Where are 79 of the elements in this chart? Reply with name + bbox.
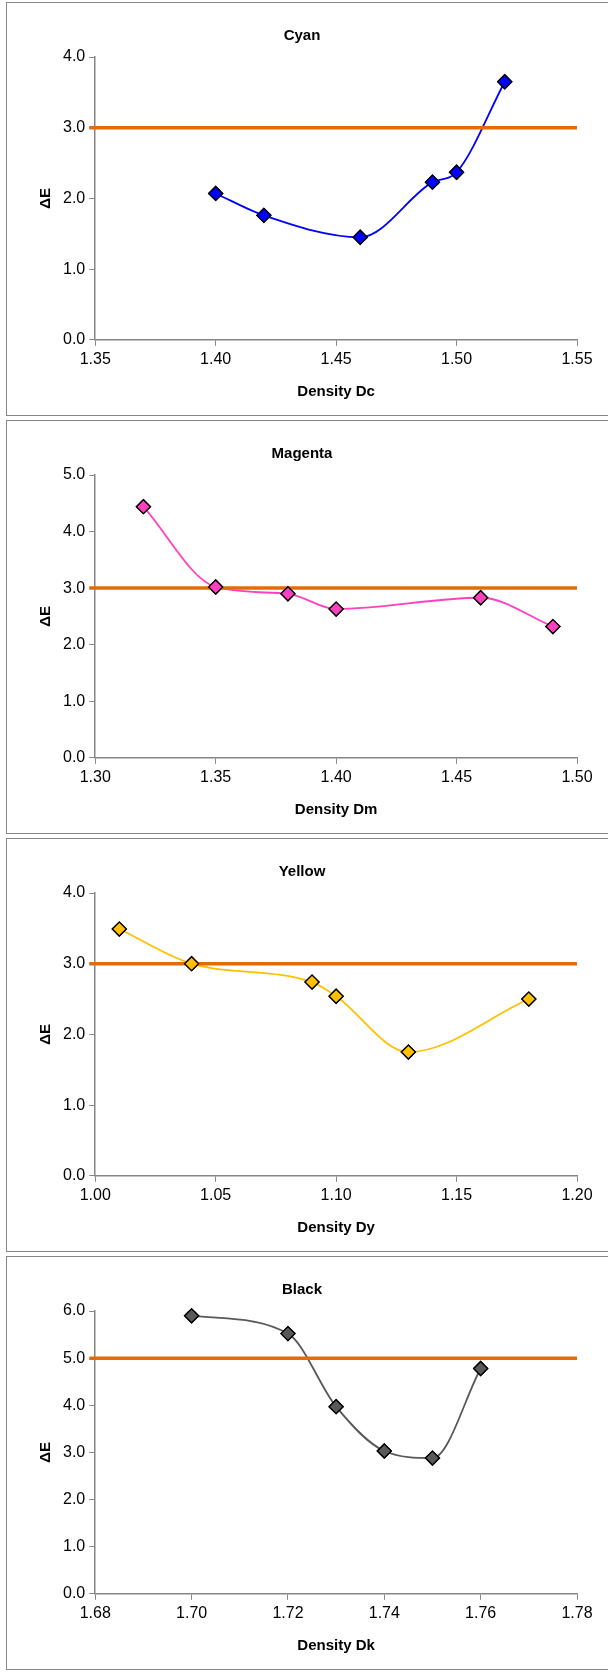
y-tick-label: 3.0 — [62, 578, 86, 596]
y-axis-title: ΔE — [36, 606, 54, 627]
x-axis-title: Density Dm — [294, 800, 378, 818]
y-tick-label: 0.0 — [62, 330, 86, 348]
y-tick-label: 4.0 — [62, 521, 86, 539]
point — [304, 974, 320, 990]
chart-title: Cyan — [283, 26, 321, 44]
point — [473, 590, 489, 606]
y-tick-label: 5.0 — [62, 1348, 86, 1366]
y-tick-label: 2.0 — [62, 188, 86, 206]
x-tick-label: 1.35 — [79, 349, 111, 367]
x-tick-label: 1.45 — [440, 767, 473, 785]
y-tick-label: 4.0 — [62, 883, 86, 901]
point — [208, 579, 224, 595]
point — [111, 921, 127, 937]
y-tick-label: 1.0 — [62, 1537, 86, 1555]
x-tick-label: 1.10 — [320, 1185, 352, 1203]
x-tick-label: 1.30 — [79, 767, 111, 785]
y-tick-label: 3.0 — [62, 954, 86, 972]
point — [328, 1399, 344, 1415]
y-tick-label: 1.0 — [62, 691, 86, 709]
x-tick-label: 1.40 — [200, 349, 232, 367]
point — [280, 586, 296, 602]
y-tick-label: 2.0 — [62, 1489, 86, 1507]
x-tick-label: 1.50 — [440, 349, 473, 367]
point — [376, 1443, 392, 1459]
y-tick-label: 3.0 — [62, 1442, 86, 1460]
x-tick-label: 1.72 — [272, 1603, 304, 1621]
chart-title: Yellow — [278, 862, 326, 880]
y-tick-label: 2.0 — [62, 1024, 86, 1042]
x-tick-label: 1.20 — [561, 1185, 593, 1203]
y-tick-label: 1.0 — [62, 1095, 86, 1113]
point — [424, 1450, 441, 1466]
point — [280, 1325, 296, 1342]
point — [135, 499, 152, 515]
point — [545, 618, 561, 635]
y-axis-title: ΔE — [36, 1442, 54, 1463]
point — [473, 1360, 489, 1377]
point — [328, 601, 344, 617]
point — [183, 956, 200, 972]
y-tick-label: 5.0 — [62, 465, 86, 483]
y-tick-label: 3.0 — [62, 118, 86, 136]
y-axis-title: ΔE — [36, 1024, 54, 1045]
x-tick-label: 1.40 — [320, 767, 352, 785]
x-axis-title: Density Dc — [297, 382, 375, 400]
point — [448, 164, 465, 180]
chart-title: Black — [281, 1280, 323, 1298]
chart-title: Magenta — [271, 444, 334, 462]
point — [208, 185, 224, 202]
x-tick-label: 1.35 — [200, 767, 232, 785]
x-tick-label: 1.15 — [440, 1185, 473, 1203]
x-tick-label: 1.76 — [465, 1603, 497, 1621]
y-axis-title: ΔE — [36, 188, 54, 209]
point — [256, 207, 272, 224]
x-tick-label: 1.05 — [200, 1185, 232, 1203]
point — [497, 74, 513, 90]
y-tick-label: 1.0 — [62, 259, 86, 277]
y-tick-label: 6.0 — [62, 1301, 86, 1319]
y-tick-label: 2.0 — [62, 635, 86, 653]
point — [400, 1044, 417, 1060]
x-tick-label: 1.74 — [368, 1603, 400, 1621]
x-tick-label: 1.70 — [176, 1603, 208, 1621]
x-tick-label: 1.50 — [561, 767, 593, 785]
y-tick-label: 0.0 — [62, 1584, 86, 1602]
point — [352, 229, 368, 245]
y-tick-label: 0.0 — [62, 1166, 86, 1184]
x-tick-label: 1.45 — [320, 349, 352, 367]
y-tick-label: 4.0 — [62, 47, 86, 65]
point — [521, 991, 537, 1007]
x-axis-title: Density Dy — [297, 1218, 376, 1236]
point — [328, 988, 344, 1004]
x-tick-label: 1.00 — [79, 1185, 111, 1203]
x-tick-label: 1.55 — [561, 349, 593, 367]
x-tick-label: 1.68 — [79, 1603, 111, 1621]
point — [424, 174, 441, 190]
y-tick-label: 4.0 — [62, 1395, 86, 1413]
x-axis-title: Density Dk — [297, 1636, 376, 1654]
x-tick-label: 1.78 — [561, 1603, 593, 1621]
y-tick-label: 0.0 — [62, 748, 86, 766]
